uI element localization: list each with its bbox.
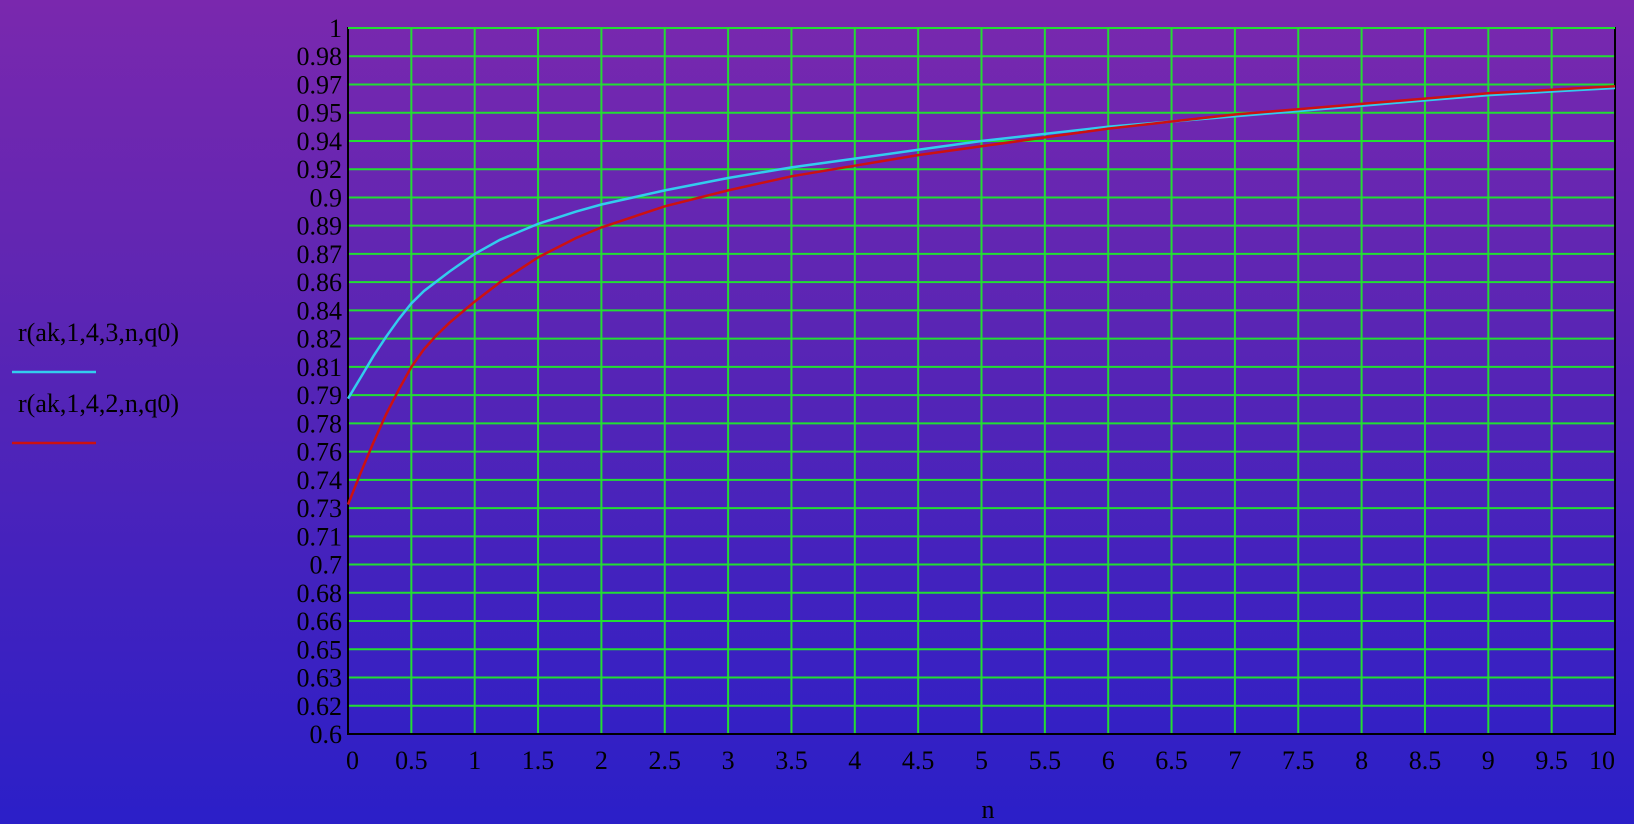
x-tick-label: 3 — [722, 746, 735, 775]
y-tick-label: 0.73 — [297, 494, 343, 523]
series-line-1 — [346, 86, 1616, 400]
y-tick-label: 0.78 — [297, 409, 343, 438]
x-tick-label: 1 — [468, 746, 481, 775]
x-tick-label: 1.5 — [522, 746, 555, 775]
grid — [347, 27, 1616, 735]
legend: r(ak,1,4,3,n,q0) r(ak,1,4,2,n,q0) — [12, 318, 179, 445]
x-tick-label: 0 — [346, 746, 359, 775]
x-tick-label: 3.5 — [775, 746, 808, 775]
y-axis-ticks: 10.980.970.950.940.920.90.890.870.860.84… — [297, 14, 343, 749]
y-tick-label: 0.9 — [310, 183, 343, 212]
y-tick-label: 1 — [329, 14, 342, 43]
y-tick-label: 0.74 — [297, 466, 343, 495]
series-layer — [346, 84, 1616, 505]
y-tick-label: 0.65 — [297, 635, 343, 664]
y-tick-label: 0.98 — [297, 42, 343, 71]
y-tick-label: 0.6 — [310, 720, 343, 749]
x-tick-label: 6.5 — [1155, 746, 1188, 775]
y-tick-label: 0.71 — [297, 522, 343, 551]
y-tick-label: 0.62 — [297, 692, 343, 721]
y-tick-label: 0.92 — [297, 155, 343, 184]
legend-label-2: r(ak,1,4,2,n,q0) — [18, 389, 179, 418]
y-tick-label: 0.95 — [297, 99, 343, 128]
x-tick-label: 7 — [1228, 746, 1241, 775]
x-tick-label: 9 — [1482, 746, 1495, 775]
x-tick-label: 0.5 — [395, 746, 428, 775]
x-tick-label: 8 — [1355, 746, 1368, 775]
y-tick-label: 0.97 — [297, 70, 343, 99]
x-tick-label: 10 — [1589, 746, 1615, 775]
y-tick-label: 0.66 — [297, 607, 343, 636]
legend-label-1: r(ak,1,4,3,n,q0) — [18, 318, 179, 347]
y-tick-label: 0.89 — [297, 212, 343, 241]
y-tick-label: 0.76 — [297, 438, 343, 467]
y-tick-label: 0.84 — [297, 296, 343, 325]
series-line-2 — [346, 84, 1616, 505]
x-tick-label: 8.5 — [1409, 746, 1442, 775]
y-tick-label: 0.87 — [297, 240, 343, 269]
y-tick-label: 0.94 — [297, 127, 343, 156]
x-tick-label: 4.5 — [902, 746, 935, 775]
x-tick-label: 5 — [975, 746, 988, 775]
y-tick-label: 0.7 — [310, 551, 343, 580]
x-tick-label: 9.5 — [1535, 746, 1568, 775]
x-tick-label: 7.5 — [1282, 746, 1315, 775]
x-axis-label: n — [982, 795, 995, 824]
x-tick-label: 5.5 — [1029, 746, 1062, 775]
x-tick-label: 2.5 — [649, 746, 682, 775]
plot-frame — [347, 27, 1616, 735]
y-tick-label: 0.63 — [297, 664, 343, 693]
x-tick-label: 4 — [848, 746, 861, 775]
x-axis-ticks: 0 0.5 1 1.5 2 2.5 3 3.5 4 4.5 5 5.5 6 6.5 7 7.5 8 8.5 9 9.5… — [346, 746, 1615, 775]
y-tick-label: 0.82 — [297, 325, 343, 354]
y-tick-label: 0.86 — [297, 268, 343, 297]
y-tick-label: 0.68 — [297, 579, 343, 608]
x-tick-label: 2 — [595, 746, 608, 775]
y-tick-label: 0.79 — [297, 381, 343, 410]
x-tick-label: 6 — [1102, 746, 1115, 775]
y-tick-label: 0.81 — [297, 353, 343, 382]
